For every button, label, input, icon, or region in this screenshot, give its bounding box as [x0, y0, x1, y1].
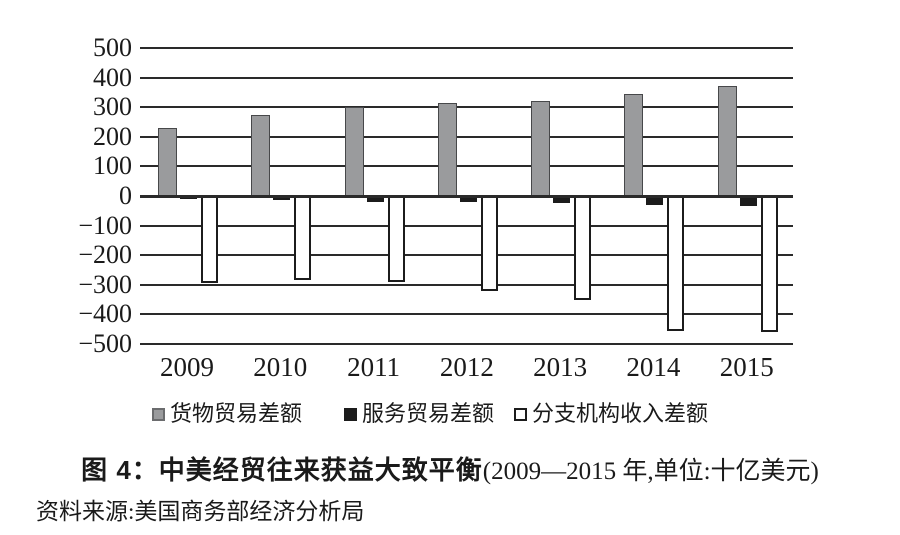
- year-label-2015: 2015: [719, 352, 774, 382]
- legend-marker-services-trade-icon: [344, 407, 358, 421]
- gridline-500: [140, 47, 793, 49]
- figure-caption: 图 4：中美经贸往来获益大致平衡(2009—2015 年,单位:十亿美元): [0, 450, 900, 487]
- year-label-2009: 2009: [160, 352, 214, 382]
- year-label-2010: 2010: [253, 352, 308, 382]
- legend-marker-branch-income-icon: [514, 407, 528, 421]
- legend-marker-goods-trade-icon: [152, 407, 165, 421]
- legend-item-branch-income: 分支机构收入差额: [514, 400, 708, 428]
- bar-branch-income-2010: [294, 196, 312, 281]
- y-tick-label-400: 400: [93, 62, 132, 92]
- legend-item-goods-trade: 货物贸易差额: [152, 400, 302, 428]
- bar-goods-trade-2013: [531, 101, 551, 196]
- year-label-2013: 2013: [533, 352, 588, 382]
- bar-goods-trade-2012: [437, 102, 457, 196]
- bar-goods-trade-2010: [251, 114, 271, 196]
- gridline-200: [140, 135, 793, 138]
- y-tick-label--400: −400: [78, 299, 132, 329]
- gridline--500: [140, 343, 793, 345]
- bar-goods-trade-2014: [624, 93, 644, 196]
- year-label-2014: 2014: [626, 352, 681, 382]
- year-label-2012: 2012: [439, 352, 494, 382]
- bar-branch-income-2014: [667, 196, 685, 331]
- gridline--200: [140, 254, 793, 257]
- y-axis-tick-labels: 500 400 300 200 100 0 −100 −200 −300 −400 −500: [0, 35, 132, 357]
- bar-branch-income-2009: [201, 196, 218, 284]
- figure-caption-subtitle: (2009—2015 年,单位:十亿美元): [482, 458, 819, 485]
- y-tick-label-300: 300: [93, 92, 132, 122]
- y-tick-label--200: −200: [78, 240, 132, 270]
- gridline-100: [140, 165, 793, 168]
- legend-label-services-trade: 服务贸易差额: [362, 401, 495, 426]
- y-tick-label--300: −300: [78, 269, 132, 299]
- gridline--300: [140, 283, 793, 286]
- bar-goods-trade-2011: [344, 107, 364, 196]
- x-axis-year-labels: 2009 2010 2011 2012 2013 2014 2015: [140, 352, 793, 386]
- y-tick-label-500: 500: [93, 33, 132, 62]
- zero-axis-line: [140, 195, 793, 198]
- gridline-400: [140, 76, 793, 79]
- plot-area: [140, 47, 793, 345]
- gridline--400: [140, 313, 793, 316]
- bar-branch-income-2011: [387, 196, 405, 282]
- y-tick-label--500: −500: [78, 329, 132, 358]
- legend-label-goods-trade: 货物贸易差额: [170, 401, 303, 426]
- legend-item-services-trade: 服务贸易差额: [344, 400, 494, 428]
- figure-caption-title: 图 4：中美经贸往来获益大致平衡: [81, 455, 483, 485]
- bar-branch-income-2012: [480, 196, 498, 291]
- gridline--100: [140, 224, 793, 227]
- y-tick-label-200: 200: [93, 121, 132, 151]
- y-tick-label-0: 0: [119, 181, 132, 210]
- y-tick-label-100: 100: [93, 151, 132, 181]
- bar-goods-trade-2015: [717, 86, 737, 196]
- gridline-300: [140, 106, 793, 109]
- chart-legend: 货物贸易差额 服务贸易差额 分支机构收入差额: [152, 400, 708, 428]
- bar-branch-income-2015: [760, 196, 778, 333]
- legend-label-branch-income: 分支机构收入差额: [532, 401, 709, 426]
- source-note: 资料来源:美国商务部经济分析局: [36, 499, 365, 524]
- year-label-2011: 2011: [347, 352, 401, 382]
- bar-branch-income-2013: [574, 196, 592, 300]
- bar-goods-trade-2009: [158, 127, 177, 196]
- y-tick-label--100: −100: [78, 210, 132, 240]
